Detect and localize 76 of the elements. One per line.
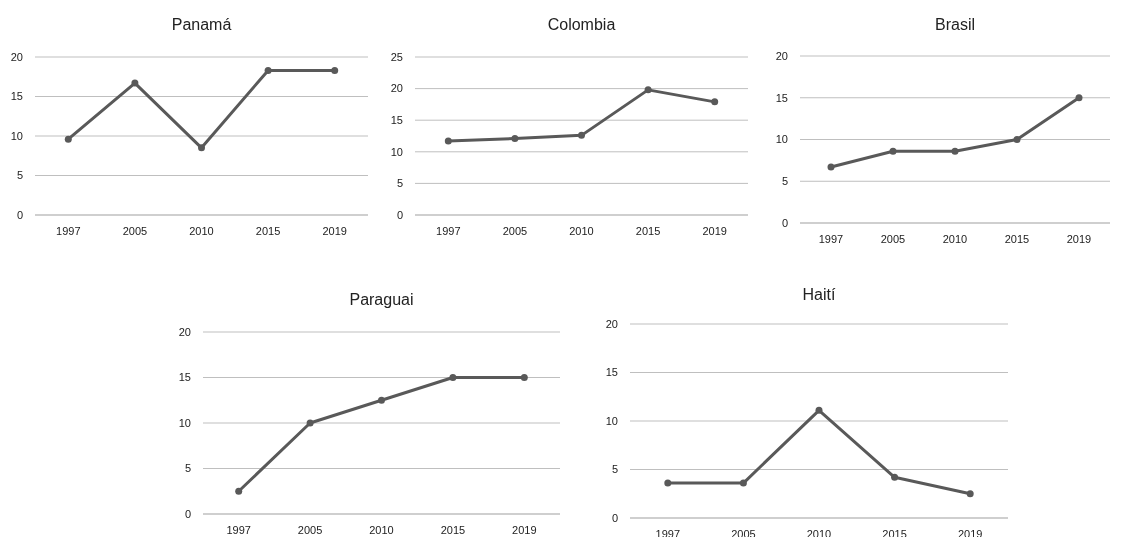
y-tick-label: 0 — [611, 511, 618, 524]
x-tick-label: 1997 — [436, 225, 461, 237]
point — [644, 86, 652, 94]
point — [378, 396, 385, 404]
y-tick-label: 15 — [10, 90, 23, 103]
x-tick-label: 1997 — [226, 524, 251, 536]
x-tick-label: 2019 — [322, 225, 347, 237]
x-tick-label: 2019 — [702, 225, 727, 237]
y-tick-label: 10 — [178, 416, 191, 429]
point — [306, 419, 314, 427]
point — [198, 144, 205, 152]
x-tick-label: 2010 — [569, 225, 594, 237]
point — [235, 487, 243, 495]
chart-title: Brasil — [934, 16, 976, 33]
y-tick-label: 0 — [781, 216, 788, 229]
y-tick-label: 20 — [605, 317, 618, 330]
y-tick-label: 5 — [396, 177, 403, 190]
y-tick-label: 5 — [184, 462, 191, 475]
x-tick-label: 2005 — [502, 225, 528, 237]
point — [331, 66, 339, 74]
y-tick-label: 0 — [16, 208, 23, 221]
y-tick-label: 25 — [390, 50, 403, 63]
y-tick-label: 20 — [10, 50, 23, 63]
point — [578, 131, 585, 139]
x-tick-label: 2015 — [1004, 233, 1030, 245]
y-tick-label: 10 — [605, 414, 618, 427]
y-tick-label: 0 — [396, 208, 403, 221]
point — [511, 135, 519, 143]
point — [739, 479, 747, 487]
x-tick-label: 1997 — [56, 225, 81, 237]
x-tick-label: 2019 — [512, 524, 537, 536]
point — [711, 98, 719, 106]
x-tick-label: 2005 — [880, 233, 906, 245]
x-tick-label: 2015 — [635, 225, 661, 237]
point — [889, 147, 897, 155]
x-tick-label: 2015 — [255, 225, 281, 237]
x-tick-label: 1997 — [818, 233, 844, 245]
x-tick-label: 2010 — [369, 524, 394, 536]
x-tick-label: 2010 — [942, 233, 968, 245]
y-tick-label: 20 — [390, 82, 403, 95]
y-tick-label: 15 — [178, 371, 191, 384]
point — [664, 479, 672, 487]
y-tick-label: 20 — [178, 325, 191, 338]
x-tick-label: 2005 — [297, 524, 323, 536]
point — [951, 147, 959, 155]
y-tick-label: 0 — [184, 507, 191, 520]
y-tick-label: 15 — [390, 114, 403, 127]
point — [815, 406, 823, 414]
y-tick-label: 5 — [781, 175, 788, 188]
y-tick-label: 10 — [775, 133, 788, 146]
y-tick-label: 15 — [605, 366, 618, 379]
point — [449, 374, 457, 381]
point — [966, 490, 974, 498]
point — [1075, 94, 1083, 102]
point — [891, 473, 899, 481]
chart-title: Paraguai — [349, 291, 414, 308]
x-tick-label: 2015 — [440, 524, 466, 536]
point — [1013, 136, 1021, 143]
point — [64, 135, 72, 143]
x-tick-label: 2019 — [1066, 233, 1092, 245]
point — [131, 79, 139, 87]
point — [264, 66, 272, 74]
point — [444, 137, 452, 145]
point — [520, 374, 528, 381]
y-tick-label: 5 — [611, 463, 618, 476]
y-tick-label: 15 — [775, 91, 788, 104]
x-tick-label: 2010 — [189, 225, 214, 237]
y-tick-label: 10 — [10, 129, 23, 142]
y-tick-label: 10 — [390, 145, 403, 158]
y-tick-label: 5 — [16, 169, 23, 182]
y-tick-label: 20 — [775, 49, 788, 62]
chart-title: Colombia — [547, 16, 616, 33]
chart-title: Panamá — [171, 16, 232, 33]
point — [827, 163, 835, 171]
x-tick-label: 2005 — [122, 225, 148, 237]
chart-title: Haití — [802, 286, 836, 303]
